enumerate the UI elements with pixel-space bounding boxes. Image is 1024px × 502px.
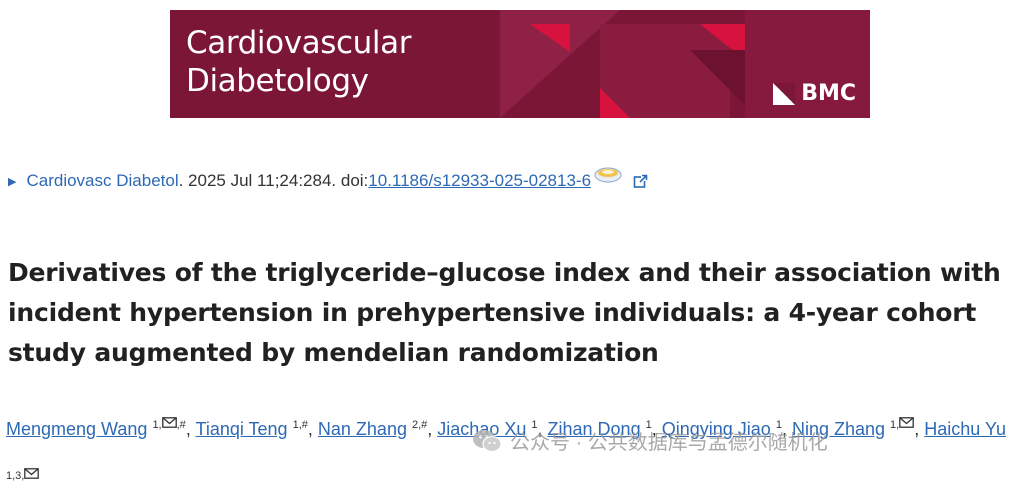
publisher-name: BMC [801, 81, 856, 106]
journal-banner[interactable]: Cardiovascular Diabetology BMC [170, 10, 870, 118]
author-separator: , [781, 419, 792, 439]
email-icon[interactable] [899, 400, 915, 444]
bmc-logo: BMC [773, 81, 856, 106]
author-affiliation: 1, [152, 419, 162, 431]
watermark-text: 公众号 · 公共数据库与孟德尔随机化 [510, 432, 828, 454]
author-separator: , [307, 419, 318, 439]
author-affiliation: 1,3, [6, 470, 25, 482]
banner-decoration [500, 10, 870, 118]
author-separator: , [427, 419, 438, 439]
journal-name-line1: Cardiovascular [186, 25, 412, 61]
author-affiliation: 1, [890, 419, 900, 431]
journal-name-line2: Diabetology [186, 63, 369, 99]
journal-name: Cardiovascular Diabetology [186, 24, 411, 100]
author-separator: , [185, 419, 196, 439]
email-icon[interactable] [161, 400, 177, 444]
author-affiliation: 1 [775, 419, 782, 431]
author-link[interactable]: Qingying Jiao [661, 419, 771, 439]
author-separator: , [651, 419, 662, 439]
author-link[interactable]: Ning Zhang [791, 419, 886, 439]
author-affiliation: 1,# [292, 419, 308, 431]
doi-badge-icon[interactable] [593, 164, 623, 184]
citation-line: ▶ Cardiovasc Diabetol . 2025 Jul 11;24:2… [8, 167, 649, 191]
author-separator: , [914, 419, 925, 439]
journal-link[interactable]: Cardiovasc Diabetol [26, 171, 179, 190]
author-link[interactable]: Mengmeng Wang [6, 419, 148, 439]
author-link[interactable]: Zihan Dong [547, 419, 641, 439]
author-list: Mengmeng Wang 1, ,#, Tianqi Teng 1,#, Nan… [6, 400, 1018, 502]
author-separator: , [537, 419, 548, 439]
author-link[interactable]: Tianqi Teng [195, 419, 288, 439]
author-link[interactable]: Jiachao Xu [437, 419, 527, 439]
author-link[interactable]: Nan Zhang [317, 419, 407, 439]
wechat-icon [473, 429, 502, 452]
expand-triangle-icon[interactable]: ▶ [8, 175, 17, 188]
author-affiliation: 2,# [411, 419, 428, 431]
email-icon[interactable] [24, 451, 40, 495]
author-note: ,# [176, 419, 186, 431]
external-link-icon[interactable] [633, 173, 649, 189]
author-link[interactable]: Haichu Yu [924, 419, 1006, 439]
author-affiliation: 1 [645, 419, 652, 431]
article-title: Derivatives of the triglyceride–glucose … [8, 258, 1001, 367]
bmc-mark-icon [773, 82, 796, 105]
citation-details: . 2025 Jul 11;24:284. doi: [178, 171, 369, 190]
doi-link[interactable]: 10.1186/s12933-025-02813-6 [368, 171, 592, 190]
wechat-watermark: 公众号 · 公共数据库与孟德尔随机化 [472, 426, 828, 455]
author-affiliation: 1 [531, 419, 538, 431]
